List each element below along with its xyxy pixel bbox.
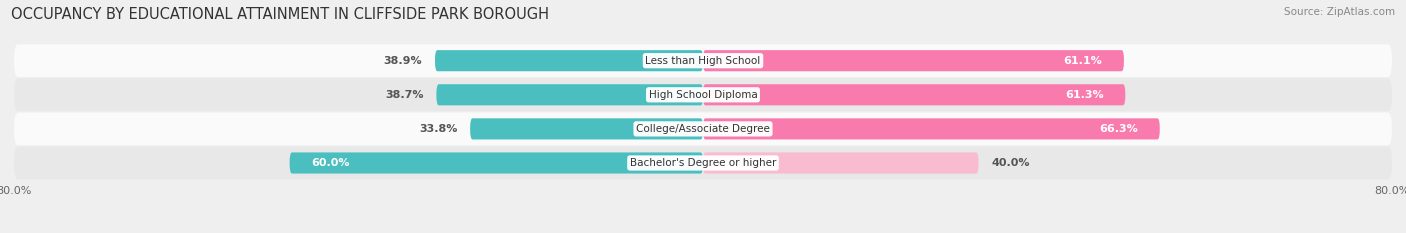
FancyBboxPatch shape bbox=[703, 118, 1160, 140]
FancyBboxPatch shape bbox=[703, 84, 1125, 105]
Text: 40.0%: 40.0% bbox=[991, 158, 1031, 168]
FancyBboxPatch shape bbox=[14, 44, 1392, 77]
Text: Source: ZipAtlas.com: Source: ZipAtlas.com bbox=[1284, 7, 1395, 17]
FancyBboxPatch shape bbox=[703, 50, 1123, 71]
FancyBboxPatch shape bbox=[470, 118, 703, 140]
Text: College/Associate Degree: College/Associate Degree bbox=[636, 124, 770, 134]
Text: High School Diploma: High School Diploma bbox=[648, 90, 758, 100]
FancyBboxPatch shape bbox=[14, 113, 1392, 145]
FancyBboxPatch shape bbox=[434, 50, 703, 71]
FancyBboxPatch shape bbox=[290, 152, 703, 174]
Text: Bachelor's Degree or higher: Bachelor's Degree or higher bbox=[630, 158, 776, 168]
Text: 61.3%: 61.3% bbox=[1066, 90, 1104, 100]
FancyBboxPatch shape bbox=[14, 79, 1392, 111]
Text: 38.7%: 38.7% bbox=[385, 90, 423, 100]
FancyBboxPatch shape bbox=[14, 147, 1392, 179]
FancyBboxPatch shape bbox=[436, 84, 703, 105]
FancyBboxPatch shape bbox=[703, 152, 979, 174]
Text: Less than High School: Less than High School bbox=[645, 56, 761, 66]
Text: OCCUPANCY BY EDUCATIONAL ATTAINMENT IN CLIFFSIDE PARK BOROUGH: OCCUPANCY BY EDUCATIONAL ATTAINMENT IN C… bbox=[11, 7, 550, 22]
Text: 38.9%: 38.9% bbox=[384, 56, 422, 66]
Text: 60.0%: 60.0% bbox=[311, 158, 350, 168]
Text: 33.8%: 33.8% bbox=[419, 124, 457, 134]
Legend: Owner-occupied, Renter-occupied: Owner-occupied, Renter-occupied bbox=[581, 230, 825, 233]
Text: 66.3%: 66.3% bbox=[1099, 124, 1139, 134]
Text: 61.1%: 61.1% bbox=[1064, 56, 1102, 66]
